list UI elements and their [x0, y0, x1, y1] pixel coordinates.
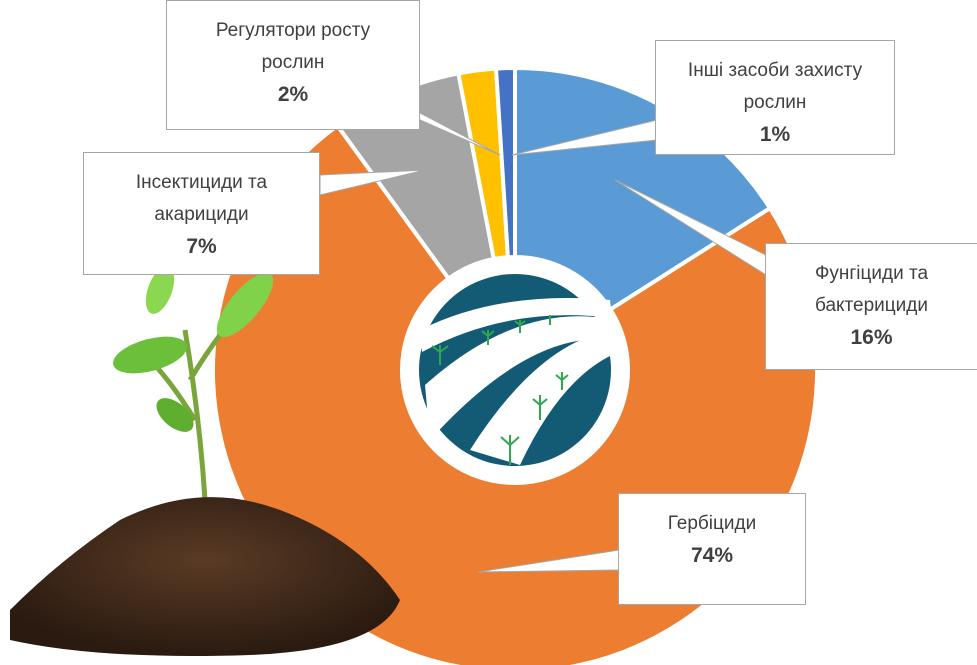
data-label: Фунгіциди та бактерициди 16%	[765, 243, 977, 370]
data-label: Інші засоби захисту рослин 1%	[655, 40, 895, 155]
label-name: Інсектициди та акарициди	[136, 172, 267, 225]
label-value: 1%	[674, 119, 876, 151]
label-name: Гербіциди	[668, 513, 756, 534]
label-value: 2%	[185, 79, 401, 111]
label-name: Інші засоби захисту рослин	[688, 60, 862, 113]
label-value: 7%	[102, 231, 301, 263]
data-label: Інсектициди та акарициди 7%	[83, 152, 320, 275]
center-logo	[402, 257, 628, 483]
data-label: Гербіциди 74%	[618, 493, 806, 605]
label-name: Регулятори росту рослин	[216, 20, 370, 73]
data-label: Регулятори росту рослин 2%	[166, 0, 420, 130]
label-name: Фунгіциди та бактерициди	[815, 263, 928, 316]
label-value: 74%	[637, 540, 787, 572]
page: Фунгіциди та бактерициди 16% Гербіциди 74% І…	[0, 0, 977, 665]
label-value: 16%	[784, 322, 959, 354]
